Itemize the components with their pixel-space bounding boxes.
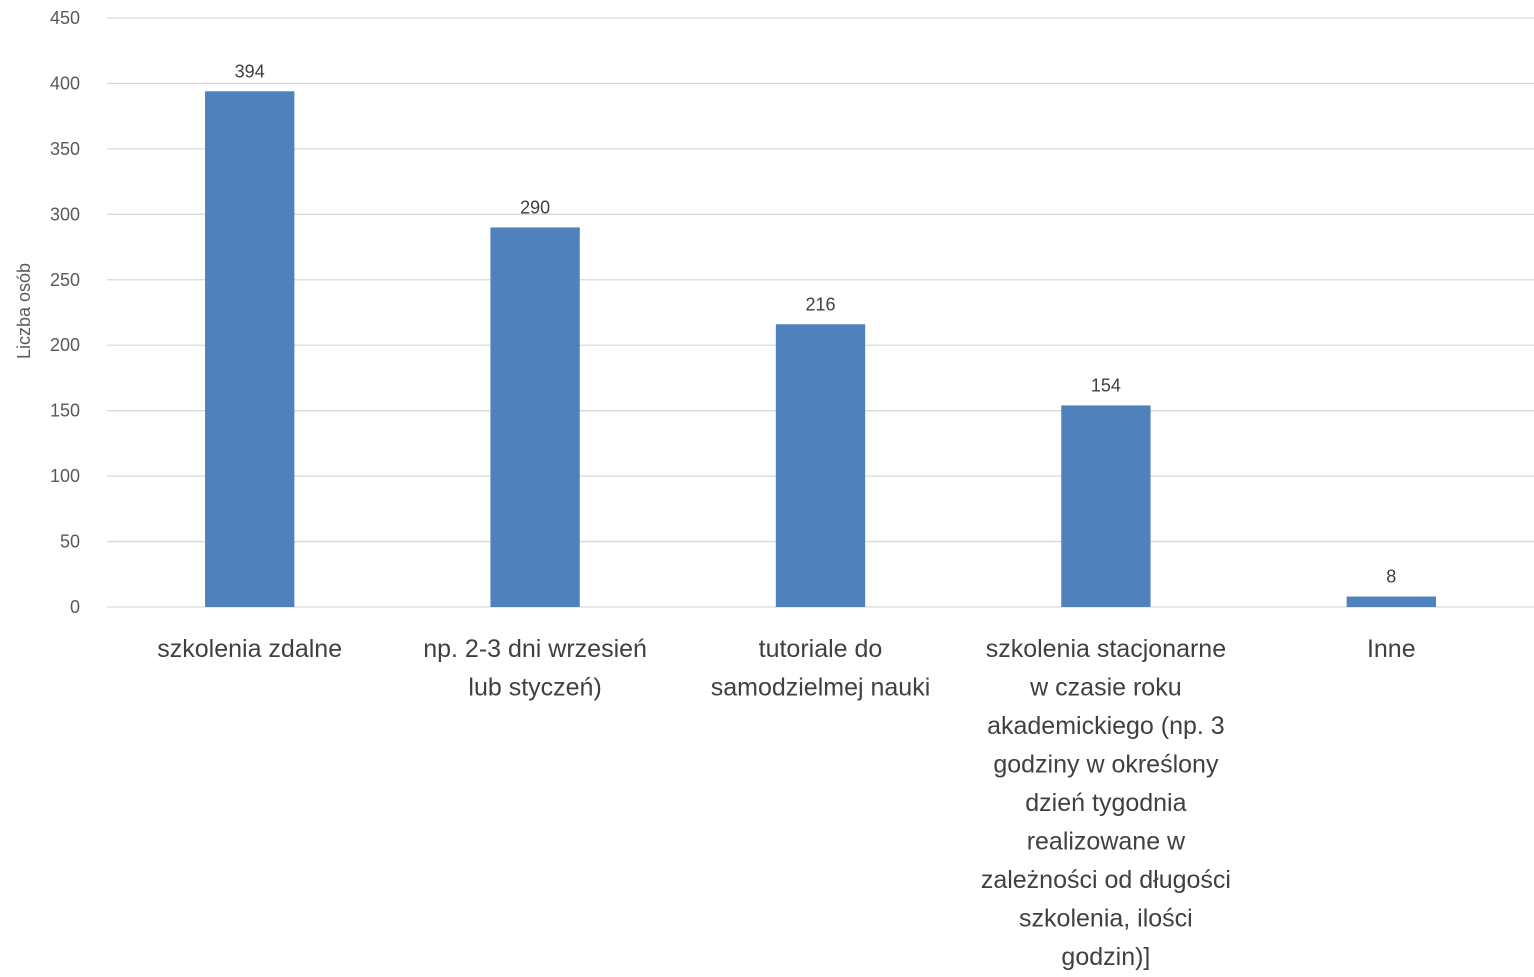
bar	[490, 227, 580, 607]
bar	[1061, 405, 1151, 607]
x-tick-label: Inne	[1367, 635, 1416, 663]
data-label: 394	[235, 61, 265, 81]
data-label: 154	[1091, 375, 1121, 395]
x-tick-label-line: Inne	[1367, 635, 1416, 663]
x-tick-label-line: tutoriale do	[759, 635, 883, 663]
x-axis-labels: szkolenia zdalne np. 2-3 dni wrzesień lub …	[157, 635, 1415, 971]
x-tick-label-line: w czasie roku	[1029, 674, 1181, 702]
y-tick-label: 400	[50, 73, 80, 93]
x-tick-label-line: np. 2-3 dni wrzesień	[423, 635, 647, 663]
x-tick-label-line: szkolenia stacjonarne	[986, 635, 1226, 663]
x-tick-label-line: akademickiego (np. 3	[987, 712, 1225, 740]
y-axis-ticks: 0 50 100 150 200 250 300 350 400 450	[50, 8, 80, 617]
x-tick-label-line: godzin)]	[1061, 943, 1150, 971]
data-label: 216	[805, 294, 835, 314]
x-tick-label-line: dzień tygodnia	[1025, 789, 1186, 817]
x-tick-label-line: godziny w określony	[993, 751, 1219, 779]
y-tick-label: 100	[50, 466, 80, 486]
x-tick-label: szkolenia stacjonarne w czasie roku akadem…	[981, 635, 1231, 971]
y-tick-label: 0	[70, 597, 80, 617]
data-label: 290	[520, 197, 550, 217]
y-tick-label: 250	[50, 270, 80, 290]
data-labels: 394 290 216 154 8	[235, 61, 1397, 586]
bar	[205, 91, 295, 607]
x-tick-label-line: szkolenia zdalne	[157, 635, 342, 663]
y-tick-label: 450	[50, 8, 80, 28]
x-tick-label-line: lub styczeń)	[468, 674, 601, 702]
x-tick-label-line: samodzielmej nauki	[711, 674, 931, 702]
x-tick-label: szkolenia zdalne	[157, 635, 342, 663]
y-tick-label: 200	[50, 335, 80, 355]
data-label: 8	[1386, 567, 1396, 587]
y-tick-label: 50	[60, 532, 80, 552]
x-tick-label-line: szkolenia, ilości	[1019, 905, 1193, 933]
x-tick-label-line: realizowane w	[1027, 828, 1186, 856]
x-tick-label: np. 2-3 dni wrzesień lub styczeń)	[423, 635, 647, 702]
bar	[775, 324, 866, 607]
y-tick-label: 150	[50, 401, 80, 421]
x-tick-label: tutoriale do samodzielmej nauki	[711, 635, 931, 702]
x-tick-label-line: zależności od długości	[981, 866, 1231, 894]
y-tick-label: 350	[50, 139, 80, 159]
bars	[205, 91, 1436, 607]
y-tick-label: 300	[50, 204, 80, 224]
y-axis-title: Liczba osób	[14, 263, 34, 359]
bar	[1346, 596, 1436, 607]
